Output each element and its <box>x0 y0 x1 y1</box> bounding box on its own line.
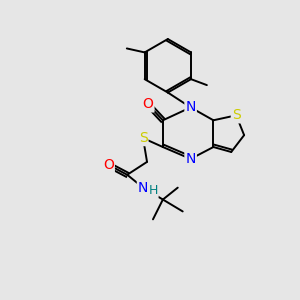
Text: O: O <box>103 158 114 172</box>
Text: S: S <box>139 131 147 145</box>
Text: H: H <box>148 184 158 197</box>
Text: N: N <box>185 152 196 166</box>
Text: S: S <box>232 108 241 122</box>
Text: N: N <box>185 100 196 114</box>
Text: O: O <box>142 98 154 111</box>
Text: N: N <box>138 181 148 195</box>
